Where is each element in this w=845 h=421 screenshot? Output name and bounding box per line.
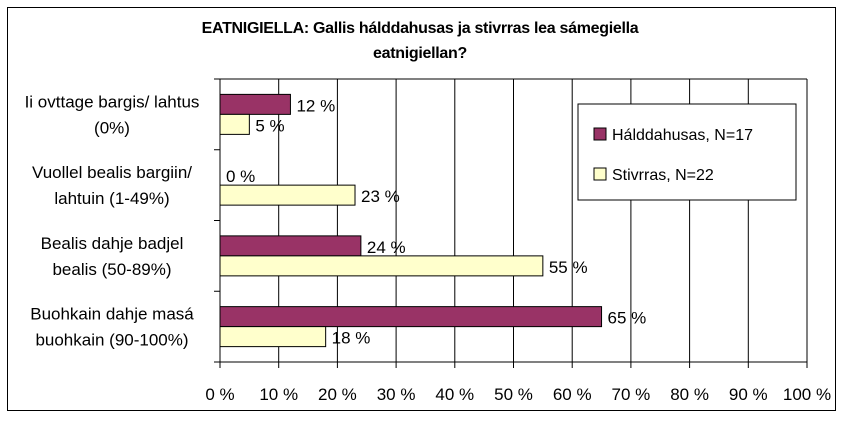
x-tick-label-10: 10 % <box>259 385 298 404</box>
bar-stivrras-0 <box>219 113 250 135</box>
bar-stivrras-3 <box>219 326 327 348</box>
x-tick-label-100: 100 % <box>783 385 831 404</box>
x-tick-label-70: 70 % <box>612 385 651 404</box>
legend-swatch-stivrras <box>593 167 607 181</box>
legend-box <box>577 103 797 201</box>
bar-stivrras-1 <box>219 184 356 206</box>
category-label-3-line-2: buohkain (90-100%) <box>35 331 188 350</box>
x-tick-label-50: 50 % <box>494 385 533 404</box>
x-tick-label-20: 20 % <box>318 385 357 404</box>
data-label-stivrras-2: 55 % <box>549 258 588 277</box>
category-label-2-line-1: Bealis dahje badjel <box>41 234 184 253</box>
x-tick-label-90: 90 % <box>729 385 768 404</box>
data-label-halddahusas-3: 65 % <box>608 309 647 328</box>
x-tick-label-30: 30 % <box>377 385 416 404</box>
bar-halddahusas-0 <box>219 93 291 115</box>
category-label-0-line-1: Ii ovttage bargis/ lahtus <box>25 92 200 111</box>
x-tick-label-40: 40 % <box>435 385 474 404</box>
x-tick-label-0: 0 % <box>205 385 234 404</box>
x-tick-label-60: 60 % <box>553 385 592 404</box>
data-label-halddahusas-2: 24 % <box>367 238 406 257</box>
bar-halddahusas-2 <box>219 235 362 257</box>
legend-label-halddahusas: Hálddahusas, N=17 <box>612 127 753 144</box>
bar-stivrras-2 <box>219 255 544 277</box>
bar-halddahusas-3 <box>219 306 603 328</box>
category-label-1-line-2: lahtuin (1-49%) <box>54 189 169 208</box>
x-tick-label-80: 80 % <box>670 385 709 404</box>
chart-title-line-1: EATNIGIELLA: Gallis hálddahusas ja stivr… <box>201 20 639 37</box>
legend-label-stivrras: Stivrras, N=22 <box>612 167 714 184</box>
data-label-stivrras-1: 23 % <box>361 187 400 206</box>
chart-title: EATNIGIELLA: Gallis hálddahusas ja stivr… <box>120 16 720 66</box>
legend-swatch-halddahusas <box>593 127 607 141</box>
data-label-stivrras-3: 18 % <box>332 329 371 348</box>
chart-title-line-2: eatnigiellan? <box>373 45 467 62</box>
data-label-halddahusas-1: 0 % <box>226 167 255 186</box>
data-label-stivrras-0: 5 % <box>255 116 284 135</box>
data-label-halddahusas-0: 12 % <box>296 96 335 115</box>
category-label-2-line-2: bealis (50-89%) <box>52 260 171 279</box>
category-label-1-line-1: Vuollel bealis bargiin/ <box>32 163 192 182</box>
category-label-0-line-2: (0%) <box>94 118 130 137</box>
category-label-3-line-1: Buohkain dahje masá <box>30 305 194 324</box>
